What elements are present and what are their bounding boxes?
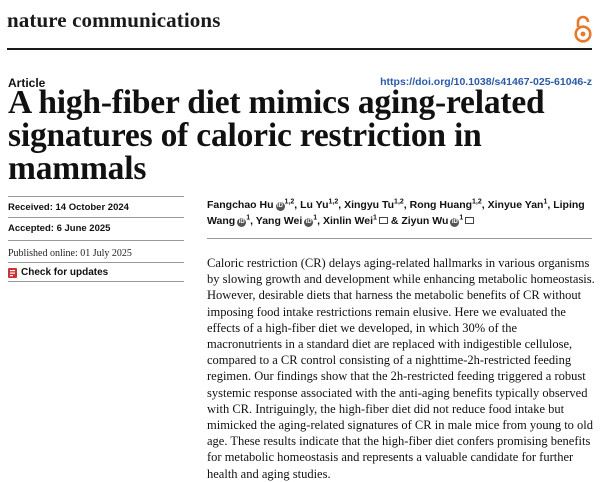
author-name[interactable]: Xingyu Tu — [344, 199, 395, 211]
author-name[interactable]: Fangchao Hu — [207, 199, 274, 211]
author-affiliation: 1 — [246, 214, 251, 222]
title-line-2: signatures of caloric restriction in mam… — [8, 117, 482, 187]
email-icon[interactable] — [465, 217, 475, 224]
orcid-icon[interactable]: iD — [450, 218, 460, 227]
divider — [8, 240, 184, 241]
divider — [8, 217, 184, 218]
doi-link[interactable]: https://doi.org/10.1038/s41467-025-61046… — [380, 76, 592, 88]
email-icon[interactable] — [378, 217, 388, 224]
author-list: Fangchao Hu iD1,2, Lu Yu1,2, Xingyu Tu1,2… — [207, 198, 585, 227]
title-line-1: A high-fiber diet mimics aging-related — [8, 84, 545, 121]
author-name[interactable]: Xinyue Yan — [487, 199, 544, 211]
author-name[interactable]: Xinlin Wei — [323, 215, 373, 227]
author-name[interactable]: Rong Huang — [409, 199, 473, 211]
orcid-icon[interactable]: iD — [304, 218, 314, 227]
check-updates-icon — [8, 267, 17, 278]
author-name[interactable]: Liping Wang — [207, 199, 585, 227]
author-affiliation: 1,2 — [394, 198, 404, 206]
author-affiliation: 1 — [313, 214, 318, 222]
abstract-text: Caloric restriction (CR) delays aging-re… — [207, 256, 595, 481]
published-date: Published online: 01 July 2025 — [8, 248, 132, 259]
divider — [8, 196, 184, 197]
author-name[interactable]: Ziyun Wu — [401, 215, 449, 227]
divider — [8, 262, 184, 263]
header-rule — [7, 48, 592, 50]
author-name[interactable]: Yang Wei — [255, 215, 303, 227]
check-updates-label: Check for updates — [21, 267, 109, 278]
divider — [8, 281, 184, 282]
author-affiliation: 1,2 — [472, 198, 482, 206]
article-type: Article — [8, 76, 46, 90]
author-affiliation: 1 — [373, 214, 377, 222]
author-affiliation: 1,2 — [284, 198, 295, 206]
article-title: A high-fiber diet mimics aging-related s… — [8, 84, 593, 187]
author-affiliation: 1 — [543, 198, 548, 206]
orcid-icon[interactable]: iD — [275, 202, 285, 211]
check-for-updates-button[interactable]: Check for updates — [8, 267, 108, 278]
author-name[interactable]: Lu Yu — [300, 199, 329, 211]
accepted-date: Accepted: 6 June 2025 — [8, 223, 111, 234]
author-affiliation: 1,2 — [328, 198, 339, 206]
author-affiliation: 1 — [459, 214, 464, 222]
journal-name: nature communications — [7, 8, 221, 32]
open-access-icon — [574, 15, 592, 43]
received-date: Received: 14 October 2024 — [8, 202, 129, 213]
divider — [207, 238, 592, 239]
orcid-icon[interactable]: iD — [237, 218, 247, 227]
